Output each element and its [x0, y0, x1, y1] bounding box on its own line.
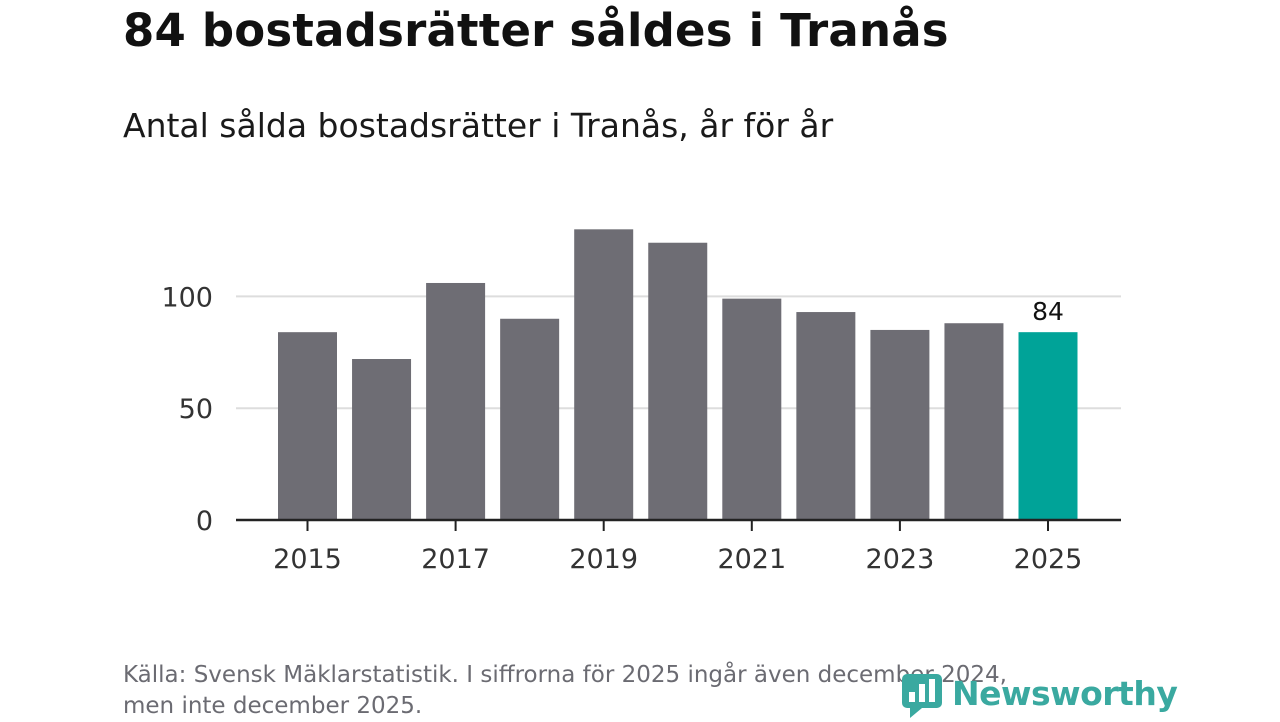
bar-2018 — [500, 318, 560, 520]
x-tick-label-2025: 2025 — [1014, 544, 1083, 575]
newsworthy-logo-icon — [902, 674, 942, 718]
bar-2015 — [278, 332, 337, 520]
bar-2019 — [574, 229, 634, 520]
bar-2025 — [1018, 332, 1078, 520]
x-tick-label-2021: 2021 — [717, 544, 786, 575]
x-tick-label-2017: 2017 — [421, 544, 490, 575]
y-tick-label-0: 0 — [196, 506, 213, 537]
y-tick-label-50: 50 — [179, 394, 213, 425]
bar-2023 — [870, 329, 930, 520]
brand-name: Newsworthy — [952, 673, 1178, 713]
bar-2020 — [648, 242, 708, 520]
x-tick-label-2019: 2019 — [569, 544, 638, 575]
chart-subtitle: Antal sålda bostadsrätter i Tranås, år f… — [123, 106, 834, 145]
data-label-2025: 84 — [1032, 297, 1064, 326]
chart-title: 84 bostadsrätter såldes i Tranås — [123, 4, 949, 57]
bar-chart: 0 50 100 84 2015 2017 2019 2021 2023 2025 — [161, 229, 1121, 575]
bar-2021 — [722, 298, 782, 520]
bar-2017 — [426, 282, 486, 520]
x-tick-label-2023: 2023 — [866, 544, 935, 575]
bar-2024 — [944, 323, 1004, 520]
y-tick-label-100: 100 — [161, 282, 213, 313]
brand-logo: Newsworthy — [900, 668, 1178, 718]
x-tick-label-2015: 2015 — [273, 544, 342, 575]
source-note-line-2: men inte december 2025. — [123, 693, 423, 719]
source-note-line-1: Källa: Svensk Mäklarstatistik. I siffror… — [123, 662, 1007, 688]
bar-2022 — [796, 312, 856, 520]
bar-2016 — [352, 359, 412, 520]
source-note: Källa: Svensk Mäklarstatistik. I siffror… — [123, 660, 1123, 722]
